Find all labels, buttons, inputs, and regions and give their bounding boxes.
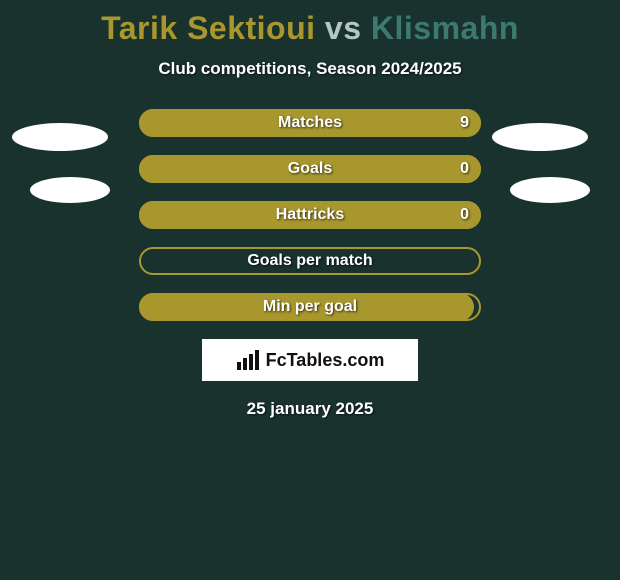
stat-label: Min per goal bbox=[139, 293, 481, 321]
stat-row: Goals per match bbox=[139, 247, 481, 275]
player-b-name: Klismahn bbox=[371, 10, 519, 46]
stat-value: 0 bbox=[460, 201, 469, 229]
decorative-ellipse bbox=[30, 177, 110, 203]
logo-box: FcTables.com bbox=[202, 339, 418, 381]
player-a-name: Tarik Sektioui bbox=[101, 10, 315, 46]
stat-value: 9 bbox=[460, 109, 469, 137]
stat-value: 0 bbox=[460, 155, 469, 183]
bar-chart-icon bbox=[236, 350, 260, 370]
logo-text: FcTables.com bbox=[266, 350, 385, 371]
comparison-title: Tarik Sektioui vs Klismahn bbox=[0, 0, 620, 47]
stat-row: Matches9 bbox=[139, 109, 481, 137]
stat-label: Goals per match bbox=[139, 247, 481, 275]
vs-separator: vs bbox=[316, 10, 371, 46]
stat-row: Goals0 bbox=[139, 155, 481, 183]
decorative-ellipse bbox=[12, 123, 108, 151]
decorative-ellipse bbox=[510, 177, 590, 203]
stat-row: Hattricks0 bbox=[139, 201, 481, 229]
subtitle: Club competitions, Season 2024/2025 bbox=[0, 59, 620, 79]
stats-bars: Matches9Goals0Hattricks0Goals per matchM… bbox=[139, 109, 481, 321]
decorative-ellipse bbox=[492, 123, 588, 151]
stat-row: Min per goal bbox=[139, 293, 481, 321]
stat-label: Goals bbox=[139, 155, 481, 183]
date-label: 25 january 2025 bbox=[0, 399, 620, 419]
logo: FcTables.com bbox=[236, 350, 385, 371]
stat-label: Hattricks bbox=[139, 201, 481, 229]
stat-label: Matches bbox=[139, 109, 481, 137]
